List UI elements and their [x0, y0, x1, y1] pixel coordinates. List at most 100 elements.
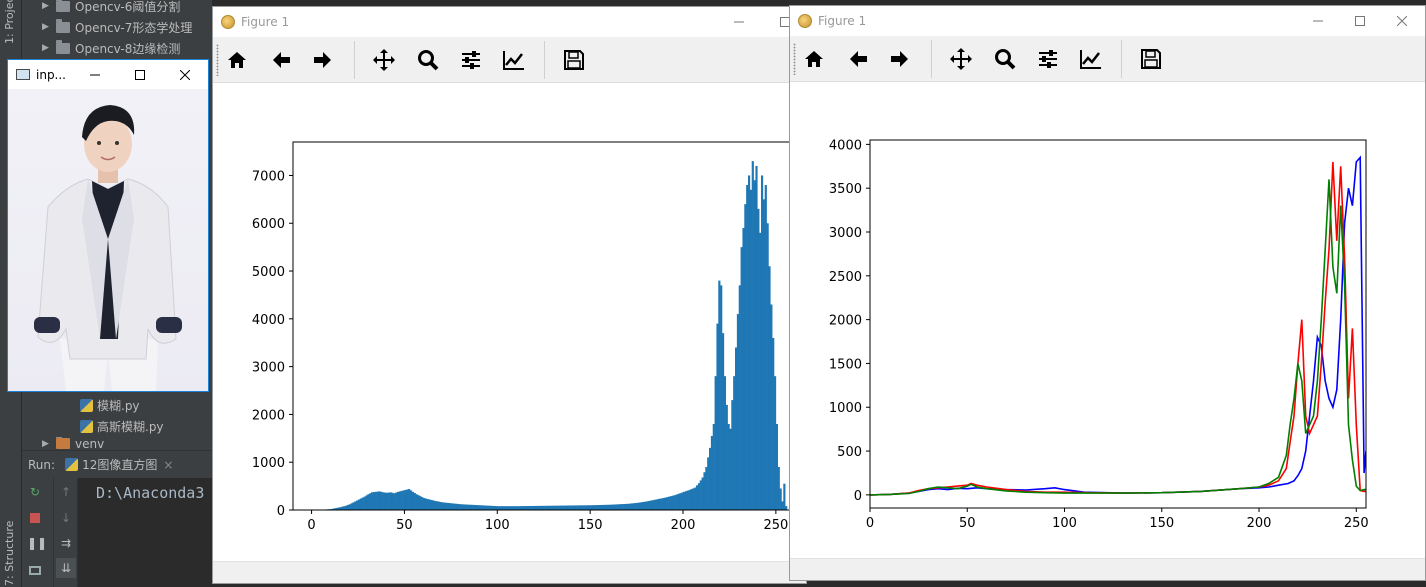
save-button[interactable]	[558, 44, 590, 76]
figure-titlebar[interactable]: Figure 1	[213, 7, 806, 37]
histogram-bar	[478, 505, 481, 510]
minimize-button[interactable]	[80, 60, 110, 89]
project-tool-tab[interactable]: 1: Project	[3, 0, 16, 44]
tree-item-file[interactable]: 模糊.py	[80, 395, 140, 415]
scroll-to-end-icon[interactable]: ⇊	[56, 558, 76, 578]
close-tab-icon[interactable]: ×	[163, 457, 174, 472]
histogram-bar	[588, 505, 591, 510]
maximize-button[interactable]	[125, 60, 155, 89]
x-tick-label: 200	[671, 518, 696, 533]
save-button[interactable]	[1135, 43, 1167, 75]
maximize-icon	[1355, 16, 1365, 26]
home-button[interactable]	[798, 43, 830, 75]
tree-item-folder[interactable]: ▶ Opencv-7形态学处理	[42, 17, 192, 37]
histogram-bar	[480, 505, 483, 510]
forward-button[interactable]	[884, 43, 916, 75]
zoom-button[interactable]	[412, 44, 444, 76]
histogram-bar	[692, 488, 695, 510]
back-button[interactable]	[265, 44, 297, 76]
image-window[interactable]: inp...	[7, 59, 209, 392]
image-window-titlebar[interactable]: inp...	[8, 60, 208, 89]
histogram-bar	[580, 505, 584, 510]
histogram-bar	[356, 500, 359, 510]
figure-titlebar[interactable]: Figure 1	[790, 6, 1425, 36]
pan-button[interactable]	[945, 43, 977, 75]
zoom-button[interactable]	[989, 43, 1021, 75]
figure-canvas[interactable]: 0 50 100 150 200 250 0 1000 2000 3000 4000 5000 6000…	[213, 83, 807, 563]
soft-wrap-icon[interactable]: ⇉	[60, 536, 72, 550]
figure-window-color-histogram[interactable]: Figure 1	[789, 5, 1426, 581]
tree-item-file[interactable]: 高斯模糊.py	[80, 416, 164, 436]
console-output-text: D:\Anaconda3	[96, 484, 205, 502]
run-console[interactable]: D:\Anaconda3	[78, 478, 212, 587]
forward-button[interactable]	[307, 44, 339, 76]
histogram-bar	[712, 423, 715, 510]
expand-arrow-icon[interactable]: ▶	[42, 438, 49, 449]
histogram-bar	[688, 489, 691, 510]
histogram-bar	[540, 505, 543, 510]
histogram-bar	[495, 506, 498, 510]
edit-axes-button[interactable]	[498, 44, 530, 76]
home-button[interactable]	[221, 44, 253, 76]
histogram-chart[interactable]: 0 50 100 150 200 250 0 1000 2000 3000 4000 5000 6000…	[213, 83, 807, 563]
stop-icon[interactable]	[27, 510, 43, 526]
histogram-bar	[679, 493, 682, 510]
run-toolbar-right: ↑ ↓ ⇉ ⇊	[54, 478, 78, 587]
image-window-title: inp...	[36, 67, 66, 82]
histogram-bar	[523, 506, 526, 510]
pan-button[interactable]	[368, 44, 400, 76]
expand-arrow-icon[interactable]: ▶	[42, 1, 49, 11]
histogram-bar	[434, 500, 437, 510]
histogram-bar	[337, 507, 340, 510]
histogram-bar	[714, 376, 717, 510]
close-icon	[1397, 16, 1407, 26]
toolbar-separator	[931, 40, 932, 78]
histogram-bar	[664, 497, 667, 510]
figure-canvas[interactable]: 0 50 100 150 200 250 0 500 1000 1500 2000 2500 3000 3…	[790, 82, 1426, 560]
down-arrow-icon[interactable]: ↓	[60, 511, 72, 525]
minimize-button[interactable]	[1302, 6, 1334, 36]
portrait-image	[8, 89, 208, 391]
histogram-bar	[774, 376, 777, 510]
configure-subplots-icon	[1039, 50, 1057, 68]
x-tick-label: 150	[578, 518, 603, 533]
rerun-icon[interactable]: ↻	[29, 485, 41, 499]
run-config-tab[interactable]: 12图像直方图 ×	[65, 456, 173, 473]
histogram-bar	[766, 223, 769, 510]
configure-subplots-button[interactable]	[1032, 43, 1064, 75]
maximize-button[interactable]	[1344, 6, 1376, 36]
close-button[interactable]	[170, 60, 200, 89]
color-histogram-chart[interactable]: 0 50 100 150 200 2500500100015002000250030003…	[790, 82, 1426, 560]
minimize-button[interactable]	[723, 7, 755, 37]
back-button[interactable]	[842, 43, 874, 75]
tree-item-folder[interactable]: ▶ venv	[42, 437, 104, 450]
figure-title: Figure 1	[241, 15, 290, 29]
histogram-bar	[443, 502, 446, 510]
configure-subplots-button[interactable]	[455, 44, 487, 76]
toolbar-grip[interactable]	[793, 43, 796, 75]
histogram-bar	[723, 376, 727, 510]
histogram-bar	[636, 502, 639, 510]
close-button[interactable]	[1386, 6, 1418, 36]
tree-item-folder[interactable]: ▶ Opencv-8边缘检测	[42, 38, 180, 58]
histogram-bar	[508, 506, 511, 510]
structure-tool-tab[interactable]: 7: Structure	[3, 520, 16, 586]
histogram-bar	[553, 505, 556, 510]
histogram-bar	[501, 506, 504, 510]
expand-arrow-icon[interactable]: ▶	[42, 43, 49, 53]
figure-toolbar	[213, 37, 806, 83]
figure-window-histogram[interactable]: Figure 1	[212, 6, 807, 584]
edit-axes-button[interactable]	[1075, 43, 1107, 75]
histogram-bar	[489, 505, 493, 510]
folder-icon	[56, 18, 70, 33]
window-app-icon	[16, 69, 30, 80]
tree-item-folder[interactable]: ▶ Opencv-6阈值分割	[42, 0, 180, 16]
up-arrow-icon[interactable]: ↑	[60, 485, 72, 499]
histogram-bar	[566, 505, 569, 510]
expand-arrow-icon[interactable]: ▶	[42, 22, 49, 32]
tree-item-label: venv	[75, 437, 105, 450]
layout-icon[interactable]	[27, 562, 43, 578]
toolbar-grip[interactable]	[216, 44, 219, 76]
histogram-bar	[655, 499, 658, 510]
pause-icon[interactable]: ❚❚	[27, 536, 48, 550]
